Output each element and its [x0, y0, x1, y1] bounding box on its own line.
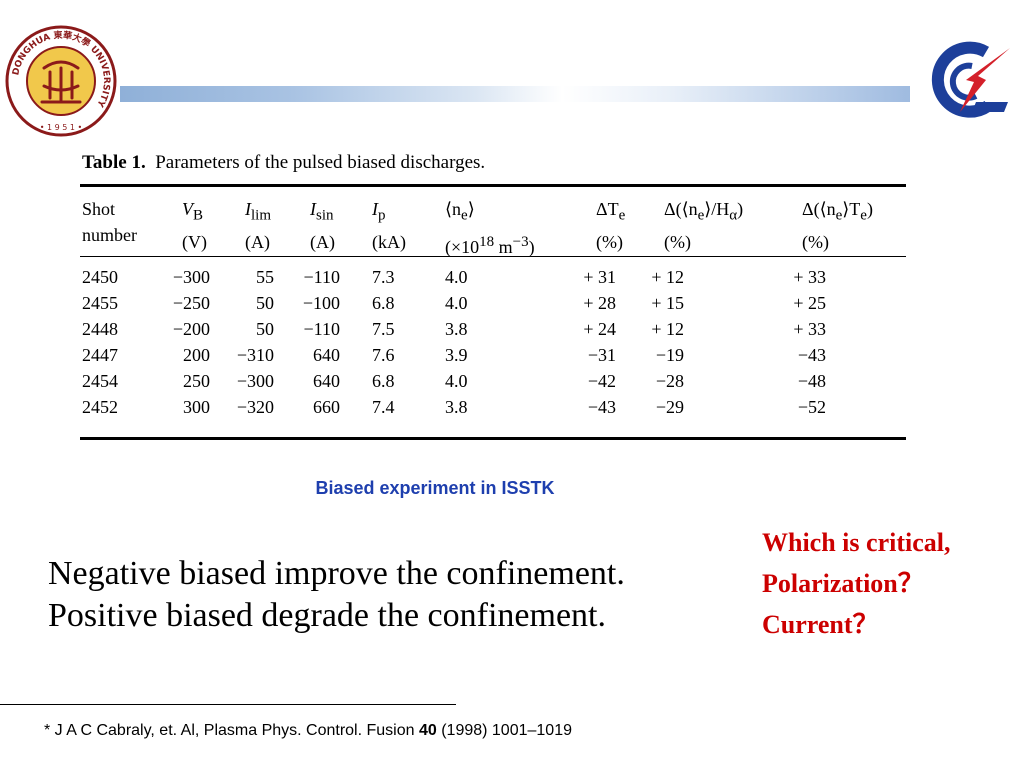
svg-text:• 1 9 5 1 •: • 1 9 5 1 • — [40, 123, 83, 132]
conclusion-line: Positive biased degrade the confinement. — [48, 597, 606, 634]
footnote-volume: 40 — [418, 722, 437, 739]
header-delta-ratio: Δ(⟨ne⟩/Hα) (%) — [664, 199, 744, 252]
table-caption: Table 1. Parameters of the pulsed biased… — [82, 152, 485, 174]
table-row: 2452 300 −320 660 7.4 3.8 −43 −29 −52 — [82, 397, 826, 417]
university-seal-icon: DONGHUA 東華大學 UNIVERSITY • 1 9 5 1 • — [4, 24, 118, 138]
header-plasma-current: Ip (kA) — [372, 199, 406, 252]
conclusion-text: Negative biased improve the confinement.… — [48, 553, 625, 637]
parameters-table: Table 1. Parameters of the pulsed biased… — [80, 148, 910, 448]
institute-logo-icon — [916, 40, 1012, 120]
table-header-rule — [80, 256, 906, 257]
table-bottom-rule — [80, 437, 906, 440]
header-bar — [120, 86, 910, 102]
header-shot: Shot number — [82, 199, 137, 245]
footnote-rule — [0, 704, 456, 705]
header-delta-te: ΔTe (%) — [596, 199, 626, 252]
table-label: Table 1. — [82, 152, 146, 173]
table-row: 2450 −300 55 −110 7.3 4.0 + 31 + 12 + 33 — [82, 267, 826, 287]
table-row: 2447 200 −310 640 7.6 3.9 −31 −19 −43 — [82, 345, 826, 365]
question-line: Polarization？ — [762, 569, 924, 598]
question-line: Current？ — [762, 610, 879, 639]
table-row: 2448 −200 50 −110 7.5 3.8 + 24 + 12 + 33 — [82, 319, 826, 339]
header-sin-current: Isin (A) — [310, 199, 335, 252]
footnote: * J A C Cabraly, et. Al, Plasma Phys. Co… — [44, 722, 572, 739]
header-limiter-current: Ilim (A) — [245, 199, 272, 252]
table-top-rule — [80, 184, 906, 187]
table-caption-text: Parameters of the pulsed biased discharg… — [155, 152, 486, 173]
header-density: ⟨ne⟩ (×1018 m−3) — [445, 199, 535, 257]
question-text: Which is critical, Polarization？ Current… — [762, 522, 1024, 645]
question-line: Which is critical, — [762, 528, 951, 557]
table-row: 2454 250 −300 640 6.8 4.0 −42 −28 −48 — [82, 371, 826, 391]
table-title: Biased experiment in ISSTK — [315, 478, 555, 498]
header-bias-voltage: VB (V) — [182, 199, 207, 252]
table-row: 2455 −250 50 −100 6.8 4.0 + 28 + 15 + 25 — [82, 293, 826, 313]
header-delta-product: Δ(⟨ne⟩Te) (%) — [802, 199, 873, 252]
conclusion-line: Negative biased improve the confinement. — [48, 555, 625, 592]
